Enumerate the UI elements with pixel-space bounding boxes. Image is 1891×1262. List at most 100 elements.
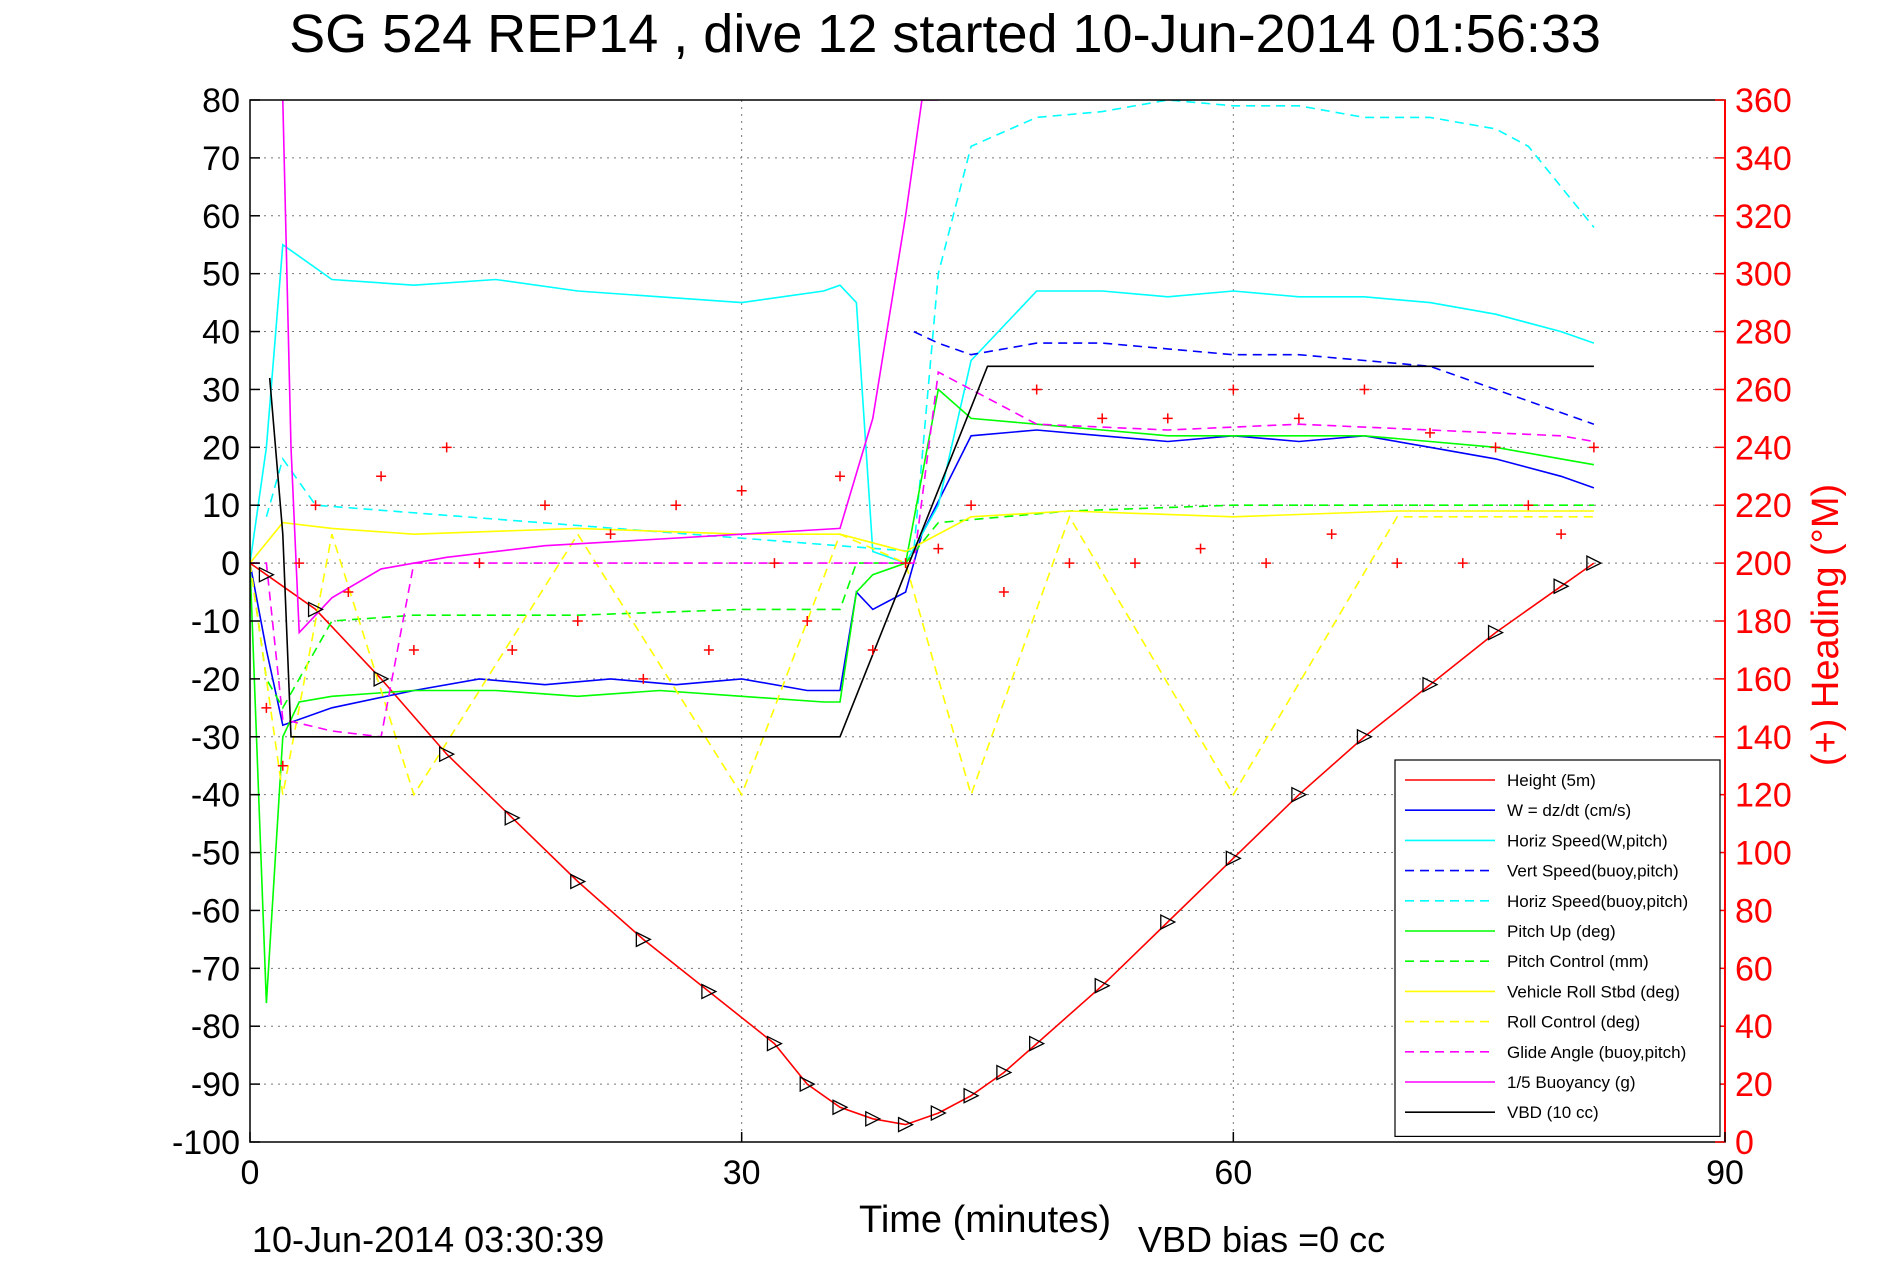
y-left-tick-label: -40: [191, 777, 240, 815]
series-1-5-buoyancy-g: [282, 100, 939, 635]
series-horiz-speed-w-pitch: [250, 243, 1595, 565]
y-left-tick-label: -70: [191, 950, 240, 988]
series-pitch-up-deg: [250, 387, 1595, 1004]
legend-label: Vehicle Roll Stbd (deg): [1507, 982, 1680, 1001]
y-right-tick-label: 100: [1735, 835, 1792, 873]
y-left-tick-label: 0: [221, 545, 240, 583]
height-marker: [963, 1087, 980, 1104]
x-tick-label: 30: [723, 1154, 761, 1192]
y-left-tick-label: -20: [191, 661, 240, 699]
series-layer: [250, 100, 1603, 1133]
series-vbd-10-cc: [268, 365, 1594, 738]
heading-marker: [343, 587, 354, 598]
height-marker: [1094, 977, 1111, 994]
height-marker: [373, 670, 390, 687]
heading-marker: [1228, 384, 1239, 395]
heading-marker: [605, 529, 616, 540]
y-left-tick-label: 70: [202, 140, 240, 178]
legend-label: Roll Control (deg): [1507, 1013, 1640, 1032]
y-left-tick-label: -90: [191, 1066, 240, 1104]
footer-vbd-bias: VBD bias =0 cc: [1138, 1219, 1385, 1260]
heading-marker: [1130, 558, 1140, 569]
heading-marker: [802, 616, 813, 626]
height-marker: [1160, 913, 1177, 931]
heading-marker: [277, 760, 288, 771]
heading-marker: [966, 500, 977, 511]
heading-marker: [1261, 558, 1272, 569]
legend-box: [1394, 759, 1721, 1137]
heading-marker: [408, 644, 419, 655]
height-marker: [439, 746, 456, 763]
y-right-tick-label: 320: [1735, 198, 1792, 236]
y-right-tick-label: 340: [1735, 140, 1792, 178]
heading-marker: [441, 442, 452, 453]
height-marker: [930, 1105, 947, 1122]
y-left-tick-label: 20: [202, 429, 240, 467]
heading-marker: [1588, 442, 1599, 453]
legend-label: 1/5 Buoyancy (g): [1507, 1073, 1636, 1092]
heading-marker: [933, 543, 944, 554]
height-marker: [865, 1110, 882, 1127]
y-left-tick-label: 40: [202, 314, 240, 352]
height-marker: [1553, 578, 1570, 595]
series-vehicle-roll-stbd-deg: [250, 510, 1594, 564]
height-marker: [504, 809, 521, 826]
x-tick-label: 0: [241, 1154, 260, 1192]
height-marker: [897, 1116, 915, 1133]
heading-marker: [835, 471, 845, 482]
height-marker: [701, 983, 718, 1000]
y-right-tick-label: 80: [1735, 892, 1773, 930]
y-right-tick-label: 300: [1735, 256, 1792, 294]
y-right-tick-label: 360: [1735, 82, 1792, 120]
heading-marker: [638, 673, 649, 684]
heading-marker: [1457, 558, 1468, 569]
height-marker: [832, 1099, 849, 1116]
legend-label: Height (5m): [1507, 771, 1596, 790]
y-right-tick-label: 60: [1735, 950, 1773, 988]
y-right-tick-label: 140: [1735, 719, 1792, 757]
heading-marker: [998, 587, 1009, 598]
height-marker: [1356, 728, 1373, 745]
y-left-tick-label: -80: [191, 1008, 240, 1046]
heading-marker: [1523, 500, 1534, 511]
y-right-tick-label: 260: [1735, 371, 1792, 409]
y-right-tick-label: 220: [1735, 487, 1792, 525]
series-w-dz-dt-cm-s: [250, 429, 1595, 727]
y-right-tick-label: 40: [1735, 1008, 1773, 1046]
footer-timestamp: 10-Jun-2014 03:30:39: [252, 1219, 604, 1260]
y-left-tick-label: 60: [202, 198, 240, 236]
heading-marker: [867, 644, 878, 655]
x-tick-label: 90: [1706, 1154, 1744, 1192]
heading-marker: [736, 485, 747, 496]
height-sample-markers: [258, 555, 1603, 1133]
height-marker: [1225, 850, 1242, 867]
heading-marker: [540, 500, 550, 511]
series-roll-control-deg: [250, 514, 1594, 798]
height-marker: [1586, 555, 1603, 572]
series-heading: [250, 384, 1599, 771]
height-marker: [307, 601, 325, 618]
heading-marker: [1326, 529, 1337, 540]
heading-marker: [507, 644, 518, 655]
series-glide-angle-buoy-pitch: [250, 370, 1595, 738]
y-left-tick-label: -60: [191, 892, 240, 930]
legend-label: Horiz Speed(W,pitch): [1507, 831, 1668, 850]
legend-label: Vert Speed(buoy,pitch): [1507, 862, 1679, 881]
legend-label: W = dz/dt (cm/s): [1507, 801, 1631, 820]
y-right-tick-label: 280: [1735, 314, 1792, 352]
height-marker: [1487, 624, 1505, 641]
heading-marker: [1490, 442, 1501, 453]
height-marker: [1291, 786, 1308, 803]
series-height-5m: [250, 562, 1595, 1126]
right-axis-label: (+) Heading (°M): [1805, 484, 1847, 766]
heading-marker: [1195, 543, 1206, 554]
height-marker: [1422, 676, 1439, 693]
y-left-tick-label: 30: [202, 371, 240, 409]
heading-marker: [572, 616, 583, 626]
height-marker: [996, 1064, 1013, 1081]
height-marker: [1029, 1035, 1046, 1052]
heading-marker: [1359, 384, 1370, 395]
height-marker: [635, 931, 652, 948]
y-right-tick-label: 180: [1735, 603, 1792, 641]
